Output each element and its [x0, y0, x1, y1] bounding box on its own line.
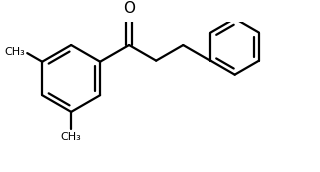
Text: CH₃: CH₃ [4, 47, 25, 57]
Text: CH₃: CH₃ [61, 132, 82, 142]
Text: O: O [123, 1, 135, 17]
